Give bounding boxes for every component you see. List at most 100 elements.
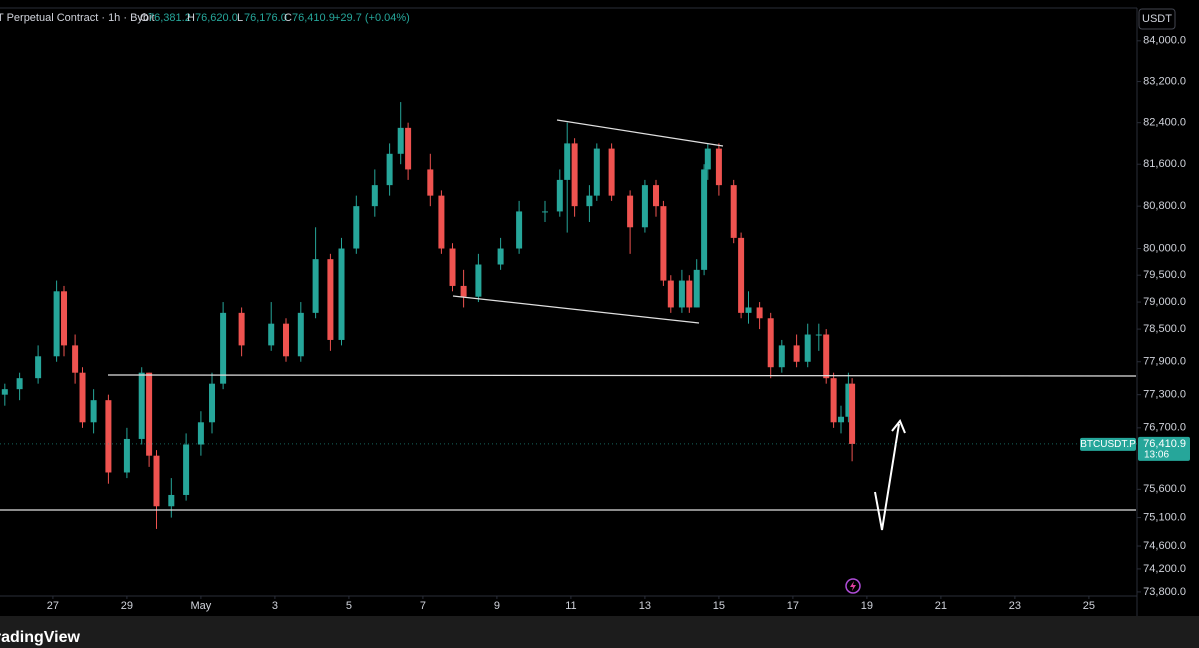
ohlc-value: 76,410.9 [292,12,335,24]
candle-body [327,259,334,340]
symbol-tag-label: BTCUSDT.P [1080,439,1136,450]
candle-body [804,334,811,362]
y-tick-label: 80,800.0 [1143,200,1186,212]
trend-line [556,119,724,147]
candle-body [168,494,175,507]
candle-body [438,195,445,249]
candle-body [556,179,563,212]
candle-body [693,269,700,308]
price-tag-value: 76,410.9 [1143,438,1186,450]
symbol-tag [1080,437,1136,451]
candle-body [756,307,763,319]
horizontal-line [107,374,1137,377]
alert-icon-bolt [850,581,856,591]
alert-icon[interactable] [845,578,861,594]
x-tick-label: 23 [1009,600,1021,612]
ohlc-value: 76,381.2 [148,12,191,24]
candle-body [53,291,60,357]
x-tick-label: 27 [47,600,59,612]
candle-body [745,307,752,313]
candle-body [730,185,737,238]
x-tick-label: 29 [121,600,133,612]
candle-body [90,400,97,423]
candle-body [593,148,600,196]
candle-body [183,444,190,495]
y-tick-label: 81,600.0 [1143,158,1186,170]
candle-body [586,195,593,207]
x-tick-label: May [191,600,212,612]
x-tick-label: 5 [346,600,352,612]
candle-body [371,185,378,207]
candle-body [427,169,434,196]
candle-body [146,372,153,456]
candle-body [1,389,8,395]
y-tick-label: 83,200.0 [1143,75,1186,87]
arrow-head [891,419,906,434]
candle-body [608,148,615,196]
candle-body [153,455,160,507]
candle-body [542,211,549,213]
change-value: +29.7 (+0.04%) [334,12,410,24]
candle-body [405,127,412,170]
candle-body [79,372,86,423]
candle-body [338,248,345,340]
candle-body [686,280,693,308]
candle-body [138,372,145,439]
candle-body [571,143,578,207]
y-tick-label: 77,900.0 [1143,356,1186,368]
footer-logo: TradingView [0,629,81,646]
x-tick-label: 11 [565,600,576,612]
candle-body [397,127,404,154]
ohlc-label: H [187,12,195,24]
x-tick-label: 3 [272,600,278,612]
candle-body [667,280,674,308]
y-tick-label: 76,700.0 [1143,422,1186,434]
candle-body [701,169,708,270]
price-tag [1138,436,1190,461]
candle-body [386,153,393,186]
candle-body [72,345,79,373]
x-tick-label: 25 [1083,600,1095,612]
ohlc-label: O [140,12,149,24]
candle-body [353,206,360,249]
candle-body [283,323,290,357]
currency-button[interactable] [1138,8,1176,30]
ohlc-label: C [284,12,292,24]
x-tick-label: 13 [639,600,651,612]
y-tick-label: 75,100.0 [1143,511,1186,523]
candle-body [849,383,856,444]
y-tick-label: 74,200.0 [1143,563,1186,575]
ohlc-value: 76,620.0 [195,12,238,24]
candle-body [738,237,745,313]
candle-body [238,312,245,346]
y-tick-label: 80,000.0 [1143,242,1186,254]
candle-body [460,285,467,297]
candle-body [297,312,304,357]
candle-body [845,383,852,417]
candle-body [627,195,634,228]
candle-body [123,438,130,473]
symbol-info: T Perpetual Contract · 1h · Bybit [0,12,155,24]
candle-body [838,416,845,423]
trend-line [452,295,700,324]
candle-body [497,248,504,265]
plot-area [1,102,856,529]
y-tick-label: 77,300.0 [1143,389,1186,401]
candle-body [815,334,822,336]
y-tick-label: 75,600.0 [1143,483,1186,495]
y-tick-label: 73,800.0 [1143,586,1186,598]
candle-body [516,211,523,249]
candle-body [715,148,722,186]
candle-body [268,323,275,346]
price-tag-countdown: 13:06 [1144,450,1169,461]
candle-body [767,318,774,368]
x-tick-label: 21 [935,600,947,612]
x-tick-label: 15 [713,600,725,612]
candle-body [35,356,42,379]
candle-body [220,312,227,384]
candle-body [449,248,456,286]
y-tick-label: 82,400.0 [1143,117,1186,129]
x-tick-label: 9 [494,600,500,612]
candle-body [778,345,785,368]
